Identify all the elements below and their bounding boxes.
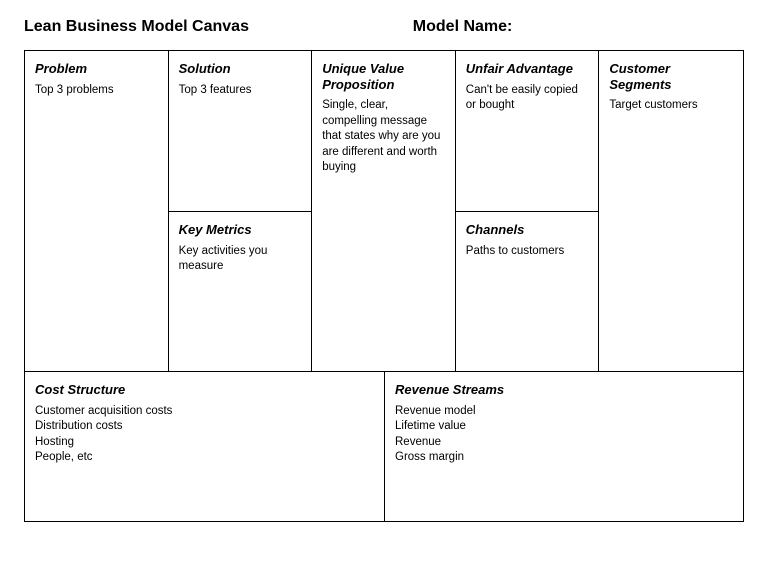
cell-desc: Top 3 features <box>179 83 302 99</box>
cell-customer-segments: Customer Segments Target customers <box>599 51 743 371</box>
cell-channels: Channels Paths to customers <box>456 211 599 371</box>
cell-title: Revenue Streams <box>395 382 733 398</box>
cell-key-metrics: Key Metrics Key activities you measure <box>169 211 312 371</box>
cell-title: Cost Structure <box>35 382 374 398</box>
col-solution-metrics: Solution Top 3 features Key Metrics Key … <box>169 51 313 371</box>
cell-desc: Paths to customers <box>466 244 589 260</box>
header: Lean Business Model Canvas Model Name: <box>24 18 744 36</box>
cell-title: Solution <box>179 61 302 77</box>
cell-title: Unfair Advantage <box>466 61 589 77</box>
col-uvp: Unique Value Proposition Single, clear, … <box>312 51 456 371</box>
cell-cost-structure: Cost Structure Customer acquisition cost… <box>25 372 384 521</box>
cell-problem: Problem Top 3 problems <box>25 51 168 371</box>
cell-desc: Target customers <box>609 98 733 114</box>
col-problem: Problem Top 3 problems <box>25 51 169 371</box>
cell-title: Customer Segments <box>609 61 733 92</box>
cell-solution: Solution Top 3 features <box>169 51 312 211</box>
canvas-top-row: Problem Top 3 problems Solution Top 3 fe… <box>25 51 743 371</box>
cell-desc: Single, clear, compelling message that s… <box>322 98 445 176</box>
lean-canvas: Problem Top 3 problems Solution Top 3 fe… <box>24 50 744 522</box>
cell-title: Unique Value Proposition <box>322 61 445 92</box>
cell-desc: Customer acquisition costs Distribution … <box>35 404 374 466</box>
cell-desc: Revenue model Lifetime value Revenue Gro… <box>395 404 733 466</box>
cell-desc: Top 3 problems <box>35 83 158 99</box>
cell-uvp: Unique Value Proposition Single, clear, … <box>312 51 455 371</box>
cell-revenue-streams: Revenue Streams Revenue model Lifetime v… <box>384 372 743 521</box>
canvas-title: Lean Business Model Canvas <box>24 18 413 36</box>
cell-title: Problem <box>35 61 158 77</box>
canvas-bottom-row: Cost Structure Customer acquisition cost… <box>25 371 743 521</box>
cell-title: Channels <box>466 222 589 238</box>
model-name-label: Model Name: <box>413 18 513 36</box>
cell-unfair-advantage: Unfair Advantage Can't be easily copied … <box>456 51 599 211</box>
cell-desc: Can't be easily copied or bought <box>466 83 589 114</box>
col-customer-segments: Customer Segments Target customers <box>599 51 743 371</box>
cell-title: Key Metrics <box>179 222 302 238</box>
cell-desc: Key activities you measure <box>179 244 302 275</box>
col-advantage-channels: Unfair Advantage Can't be easily copied … <box>456 51 600 371</box>
